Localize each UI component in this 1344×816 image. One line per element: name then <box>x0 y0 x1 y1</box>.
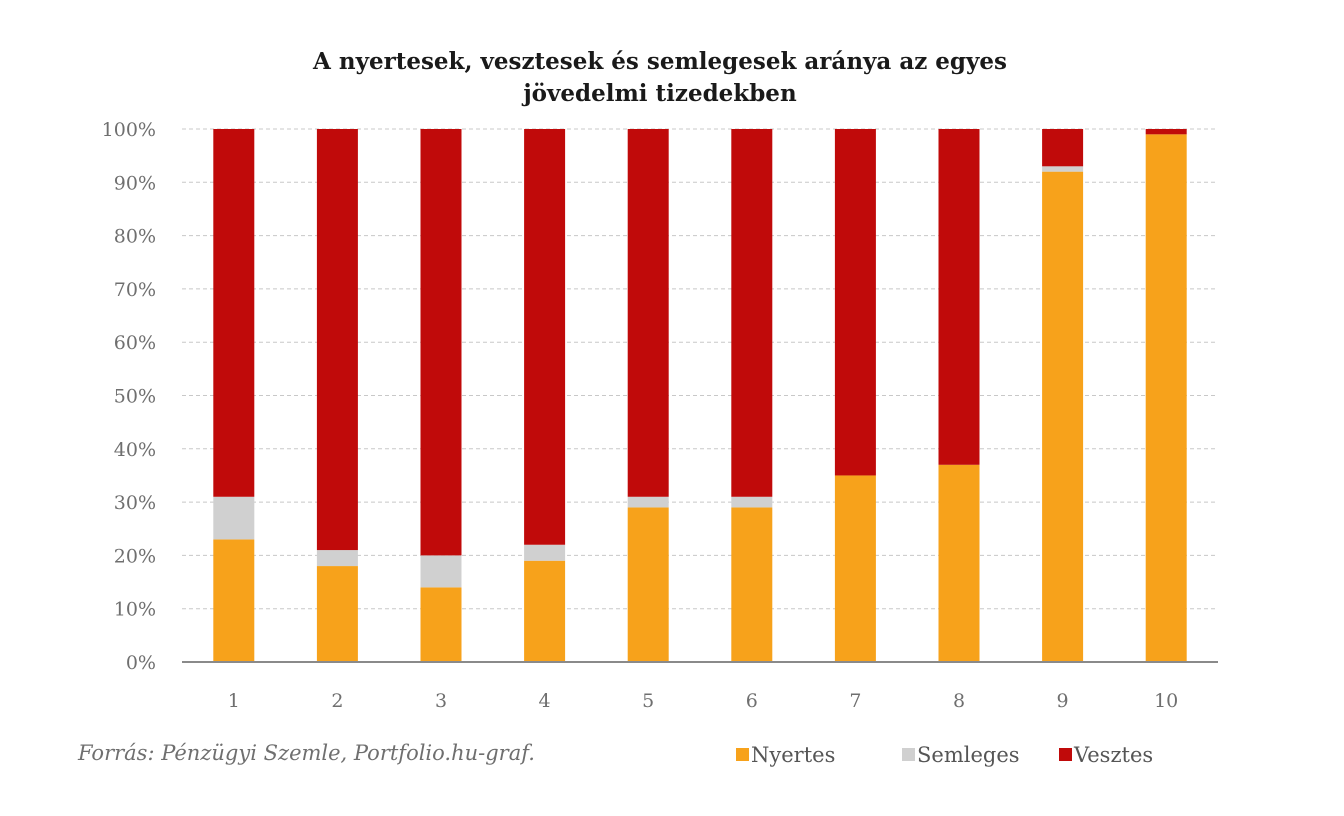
y-tick-label: 60% <box>114 332 156 354</box>
bar-nyertes-10 <box>1145 134 1187 662</box>
bar-vesztes-2 <box>316 129 358 551</box>
bar-semleges-2 <box>316 550 358 567</box>
legend-swatch-nyertes <box>736 748 749 761</box>
bar-semleges-6 <box>731 496 773 508</box>
y-tick-label: 0% <box>126 652 156 674</box>
y-tick-label: 80% <box>114 226 156 248</box>
y-tick-label: 20% <box>114 545 156 567</box>
bar-nyertes-2 <box>316 566 358 662</box>
x-tick-label: 9 <box>1057 690 1069 712</box>
bar-nyertes-5 <box>627 507 669 662</box>
bar-vesztes-9 <box>1042 129 1084 167</box>
x-tick-label: 2 <box>331 690 343 712</box>
x-tick-label: 5 <box>642 690 654 712</box>
legend-label-semleges: Semleges <box>917 743 1020 767</box>
bar-vesztes-7 <box>834 129 876 476</box>
x-axis-ticks: 1 2 3 4 5 6 7 8 9 10 <box>228 690 1179 712</box>
bar-semleges-9 <box>1042 166 1084 172</box>
bar-vesztes-1 <box>213 129 255 497</box>
legend-swatch-vesztes <box>1059 748 1072 761</box>
bar-vesztes-10 <box>1145 129 1187 135</box>
x-tick-label: 7 <box>849 690 861 712</box>
bar-semleges-5 <box>627 496 669 508</box>
bars <box>213 129 1187 662</box>
bar-nyertes-8 <box>938 464 980 662</box>
y-tick-label: 50% <box>114 386 156 408</box>
bar-semleges-3 <box>420 555 462 588</box>
x-tick-label: 3 <box>435 690 447 712</box>
bar-nyertes-7 <box>834 475 876 662</box>
bar-nyertes-3 <box>420 587 462 662</box>
bar-nyertes-9 <box>1042 171 1084 662</box>
x-tick-label: 1 <box>228 690 240 712</box>
y-tick-label: 90% <box>114 172 156 194</box>
y-axis-ticks: 0% 10% 20% 30% 40% 50% 60% 70% 80% 90% 100% <box>102 119 156 674</box>
y-tick-label: 10% <box>114 599 156 621</box>
bar-vesztes-3 <box>420 129 462 556</box>
source-note: Forrás: Pénzügyi Szemle, Portfolio.hu-gr… <box>77 741 535 765</box>
bar-vesztes-5 <box>627 129 669 497</box>
y-tick-label: 100% <box>102 119 156 141</box>
x-tick-label: 8 <box>953 690 965 712</box>
y-tick-label: 70% <box>114 279 156 301</box>
bar-semleges-4 <box>524 544 566 561</box>
legend-swatch-semleges <box>902 748 915 761</box>
bar-vesztes-6 <box>731 129 773 497</box>
x-tick-label: 6 <box>746 690 758 712</box>
chart-title: A nyertesek, vesztesek és semlegesek ará… <box>312 48 1007 75</box>
bar-nyertes-1 <box>213 539 255 662</box>
bar-nyertes-6 <box>731 507 773 662</box>
chart-title-line2: jövedelmi tizedekben <box>521 80 797 107</box>
legend-label-nyertes: Nyertes <box>751 743 835 767</box>
legend: Nyertes Semleges Vesztes <box>736 743 1153 767</box>
bar-nyertes-4 <box>524 560 566 662</box>
bar-semleges-1 <box>213 496 255 540</box>
legend-label-vesztes: Vesztes <box>1073 743 1153 767</box>
x-tick-label: 4 <box>539 690 551 712</box>
y-tick-label: 40% <box>114 439 156 461</box>
y-tick-label: 30% <box>114 492 156 514</box>
bar-vesztes-4 <box>524 129 566 545</box>
x-tick-label: 10 <box>1154 690 1178 712</box>
bar-vesztes-8 <box>938 129 980 465</box>
